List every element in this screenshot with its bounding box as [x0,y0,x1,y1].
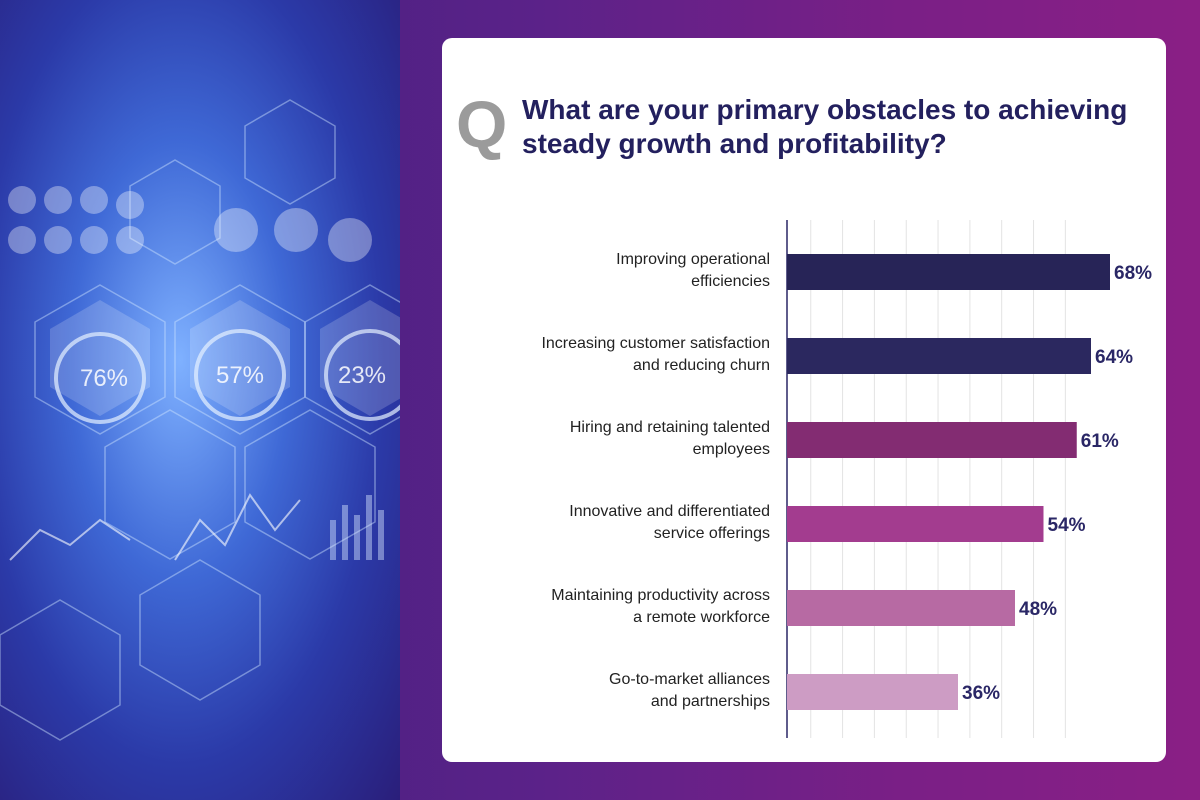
value-label-3: 61% [1081,431,1119,452]
bar-6 [787,674,958,710]
category-label-5: Maintaining productivity across a remote … [551,587,770,626]
value-label-2: 64% [1095,347,1133,368]
value-label-1: 68% [1114,263,1152,284]
category-labels: Improving operational efficiencies Increas… [541,251,770,710]
category-label-2: Increasing customer satisfaction and redu… [541,335,770,374]
bar-5 [787,590,1015,626]
hex-readout-1: 76% [80,365,128,392]
bar-4 [787,506,1044,542]
hex-readout-2: 57% [216,362,264,389]
value-label-5: 48% [1019,599,1057,620]
chart-card [442,38,1166,762]
category-label-4: Innovative and differentiated service off… [569,503,770,542]
bar-1 [787,254,1110,290]
bar-chart: Improving operational efficiencies Increas… [541,220,1152,738]
bars [787,254,1110,710]
value-label-4: 54% [1048,515,1086,536]
bar-3 [787,422,1077,458]
value-label-6: 36% [962,683,1000,704]
category-label-3: Hiring and retaining talented employees [570,419,770,458]
hero-image: 76% 57% 23% [0,0,400,800]
q-icon: Q [456,87,508,161]
category-label-6: Go-to-market alliances and partnerships [609,671,770,710]
category-label-1: Improving operational efficiencies [616,251,770,290]
tech-hexagon-illustration: 76% 57% 23% [0,99,400,741]
hex-readout-3: 23% [338,362,386,389]
bar-2 [787,338,1091,374]
value-labels: 68% 64% 61% 54% 48% 36% [962,263,1152,704]
chart-grid [810,220,1066,738]
chart-title: What are your primary obstacles to achie… [522,94,1128,159]
